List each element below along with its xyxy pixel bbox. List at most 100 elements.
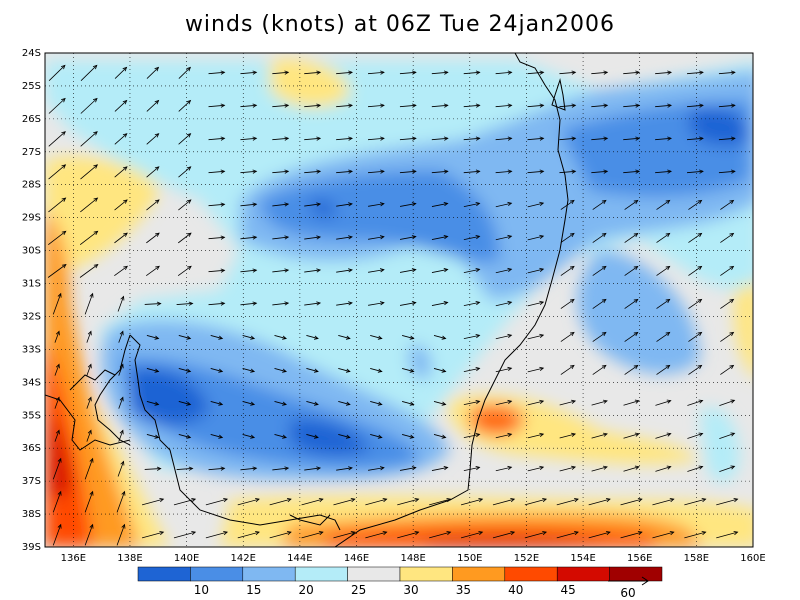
wind-arrow: [269, 498, 292, 506]
wind-arrow: [178, 166, 192, 178]
wind-speed-field: [45, 53, 753, 547]
wind-arrow: [720, 364, 735, 375]
wind-arrow: [272, 70, 290, 75]
wind-arrow: [592, 298, 607, 309]
wind-arrow: [591, 169, 609, 174]
wind-arrow: [48, 230, 67, 246]
wind-arrow: [272, 169, 290, 174]
plot-frame: [44, 52, 754, 548]
colorbar-swatch: [347, 566, 401, 582]
lon-tick-label: 158E: [684, 553, 709, 564]
wind-arrow: [208, 136, 226, 141]
wind-arrow: [80, 164, 99, 180]
wind-arrow: [591, 465, 608, 472]
wind-arrow: [242, 434, 256, 439]
wind-arrow: [656, 265, 671, 276]
wind-arrow: [178, 99, 192, 112]
wind-arrow: [433, 368, 447, 373]
wind-arrow: [559, 432, 577, 439]
wind-arrow: [463, 103, 481, 108]
wind-arrow: [686, 103, 704, 108]
colorbar: 10 15 20 25 30 35 40 45: [137, 566, 663, 597]
wind-arrow: [463, 201, 481, 208]
wind-arrow: [118, 429, 124, 442]
wind-arrow: [336, 136, 353, 141]
wind-arrow: [336, 70, 353, 75]
wind-arrow: [336, 301, 353, 306]
wind-arrow: [114, 99, 128, 112]
wind-arrow: [336, 103, 353, 108]
field-15-north: [260, 170, 500, 263]
wind-arrow: [367, 169, 385, 174]
wind-arrow: [210, 368, 224, 373]
colorbar-label: 20: [299, 583, 314, 597]
wind-arrow: [178, 133, 192, 145]
wind-arrow: [620, 531, 643, 539]
wind-arrow: [48, 64, 66, 81]
wind-arrow: [495, 103, 513, 108]
wind-arrow: [52, 457, 62, 480]
wind-arrow: [399, 103, 417, 108]
colorbar-label: 15: [246, 583, 261, 597]
colorbar-swatch: [190, 566, 244, 582]
field-10-b: [290, 419, 370, 456]
wind-arrow: [240, 169, 258, 174]
wind-arrow: [559, 70, 577, 75]
wind-arrow: [720, 265, 735, 276]
wind-arrow: [559, 399, 577, 406]
wind-arrow: [655, 136, 672, 141]
lon-tick-label: 148E: [400, 553, 425, 564]
wind-arrow: [527, 201, 545, 208]
wind-arrow: [54, 330, 60, 343]
wind-arrow: [527, 333, 545, 340]
field-10-d: [310, 199, 336, 217]
wind-arrow: [114, 166, 128, 178]
wind-arrow: [720, 331, 735, 342]
colorbar-label: 30: [403, 583, 418, 597]
coast-gulf: [94, 334, 131, 446]
wind-arrow: [652, 531, 675, 539]
wind-arrow: [527, 169, 545, 174]
field-35-north: [270, 59, 350, 108]
wind-arrow: [272, 202, 290, 207]
wind-arrow: [397, 531, 420, 539]
wind-arrow: [80, 97, 98, 114]
coastline: [45, 53, 569, 547]
wind-arrow: [719, 432, 736, 440]
wind-arrow: [272, 301, 290, 306]
wind-arrow: [176, 301, 194, 306]
wind-arrow: [718, 136, 736, 141]
wind-arrow: [80, 131, 98, 147]
wind-arrow: [178, 434, 192, 439]
wind-arrow: [652, 498, 675, 506]
wind-arrow: [304, 103, 322, 108]
wind-vectors: [47, 64, 739, 546]
wind-arrow: [719, 465, 736, 473]
wind-arrow: [208, 235, 226, 240]
wind-arrow: [336, 268, 353, 273]
wind-arrow: [399, 268, 417, 273]
wind-arrow: [527, 234, 545, 241]
wind-arrow: [716, 531, 739, 539]
field-10-a: [130, 369, 210, 425]
wind-arrow: [718, 70, 736, 75]
lon-tick-label: 138E: [117, 553, 142, 564]
reference-vector-label: 60: [620, 586, 635, 600]
lat-tick-label: 35S: [22, 410, 41, 421]
wind-arrow: [431, 268, 449, 273]
wind-arrow: [402, 434, 415, 439]
wind-arrow: [686, 169, 704, 174]
wind-arrow: [431, 169, 449, 174]
wind-arrow: [146, 133, 160, 145]
field-25-east: [700, 407, 740, 483]
wind-arrow: [173, 498, 197, 506]
wind-arrow: [306, 368, 319, 373]
wind-arrow: [492, 531, 516, 539]
wind-arrow: [463, 366, 481, 373]
wind-arrow: [431, 70, 449, 75]
wind-arrow: [688, 298, 703, 309]
wind-arrow: [178, 199, 192, 211]
wind-arrow: [592, 232, 607, 243]
wind-arrow: [84, 490, 94, 513]
